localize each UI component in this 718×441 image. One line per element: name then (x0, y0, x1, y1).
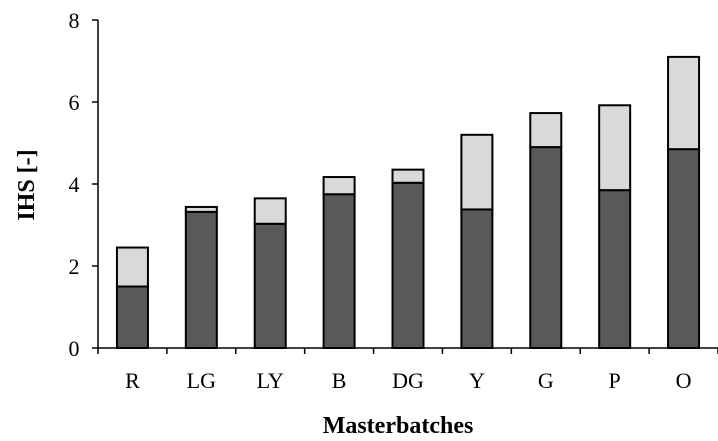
bar-segment-upper-b (322, 176, 356, 196)
y-tick-label: 6 (69, 90, 80, 115)
bar-segment-lower-g (529, 146, 563, 349)
bar-segment-upper-r (115, 246, 149, 288)
bar-segment-upper-g (529, 112, 563, 149)
y-axis-ticks: 0 2 4 6 8 (69, 8, 98, 361)
bar-segment-lower-r (115, 285, 149, 349)
bar-segment-upper-y (460, 133, 494, 211)
x-tick-label: B (332, 368, 347, 393)
x-tick-label: DG (392, 368, 424, 393)
x-tick-label: Y (469, 368, 485, 393)
x-tick-label: LY (257, 368, 284, 393)
y-tick-label: 0 (69, 336, 80, 361)
bar-segment-lower-p (598, 189, 632, 349)
bar-segment-lower-b (322, 193, 356, 349)
x-axis-ticks: R LG LY B DG Y G P O (97, 348, 718, 393)
y-tick-label: 4 (69, 172, 80, 197)
bar-segment-upper-ly (253, 197, 287, 225)
bar-segment-lower-dg (391, 181, 425, 349)
plot-area (115, 55, 701, 350)
bar-segment-upper-o (667, 55, 701, 151)
bar-segment-upper-lg (184, 205, 218, 213)
bar-segment-upper-p (598, 104, 632, 192)
x-tick-label: G (538, 368, 554, 393)
bar-segment-lower-ly (253, 222, 287, 350)
y-axis-label: IHS [-] (14, 149, 40, 220)
bar-segment-lower-lg (184, 210, 218, 349)
bar-segment-lower-y (460, 208, 494, 349)
x-axis-label: Masterbatches (323, 413, 474, 439)
y-tick-label: 8 (69, 8, 80, 33)
x-tick-label: O (676, 368, 692, 393)
x-tick-label: LG (187, 368, 216, 393)
bar-segment-lower-o (667, 148, 701, 349)
bar-segment-upper-dg (391, 168, 425, 184)
y-tick-label: 2 (69, 254, 80, 279)
x-tick-label: R (125, 368, 140, 393)
x-tick-label: P (609, 368, 621, 393)
